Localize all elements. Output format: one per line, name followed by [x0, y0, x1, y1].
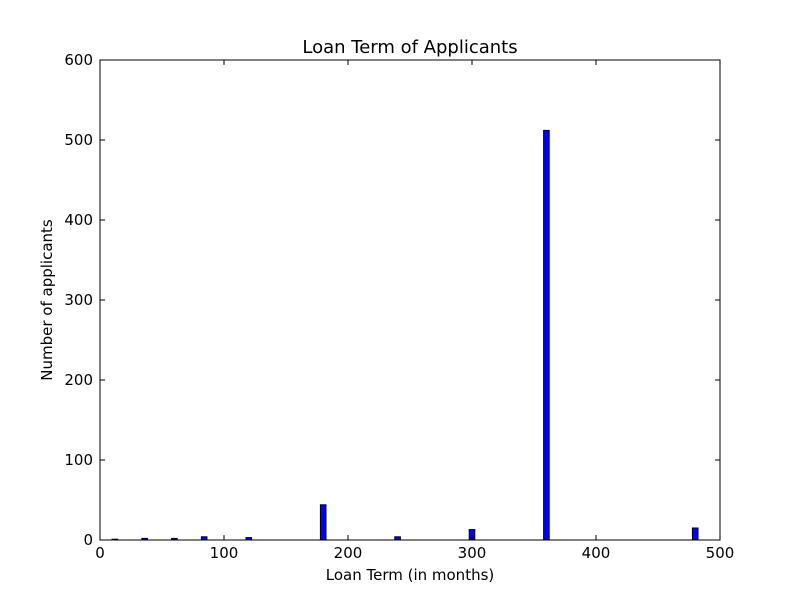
y-tick-label: 0: [83, 531, 93, 549]
x-tick-label: 300: [458, 544, 487, 562]
y-tick-labels: 0 100 200 300 400 500 600: [64, 51, 93, 549]
bar-180: [319, 504, 327, 541]
bar-480: [691, 527, 699, 541]
x-tick-label: 200: [334, 544, 363, 562]
y-tick-label: 500: [64, 131, 93, 149]
x-tick-label: 400: [582, 544, 611, 562]
bar-360: [543, 129, 550, 541]
y-axis-label: Number of applicants: [38, 219, 56, 381]
x-tick-labels: 0 100 200 300 400 500: [95, 544, 734, 562]
y-tick-label: 600: [64, 51, 93, 69]
y-tick-label: 200: [64, 371, 93, 389]
bars: [111, 129, 699, 541]
y-tick-label: 300: [64, 291, 93, 309]
x-axis-label: Loan Term (in months): [326, 566, 495, 584]
x-tick-label: 500: [706, 544, 735, 562]
x-tick-label: 100: [210, 544, 239, 562]
x-tick-label: 0: [95, 544, 105, 562]
chart-title: Loan Term of Applicants: [302, 37, 517, 58]
y-tick-label: 400: [64, 211, 93, 229]
ticks: [99, 59, 721, 541]
y-tick-label: 100: [64, 451, 93, 469]
plot-frame: [99, 59, 721, 541]
